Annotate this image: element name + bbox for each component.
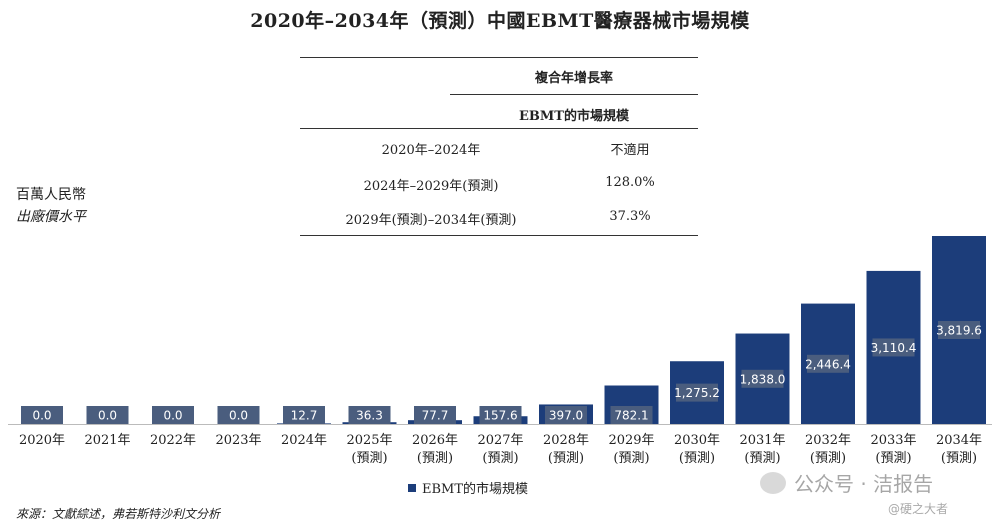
x-tick-label: 2032年 [805,433,851,448]
wechat-icon [760,471,786,494]
chart-title: 2020年–2034年（預測）中國EBMT醫療器械市場規模 [250,10,750,32]
data-label: 3,819.6 [936,324,982,338]
x-tick-label: 2021年 [84,433,130,448]
table-top-rule [300,57,698,58]
x-tick-sublabel: (預測) [417,451,453,466]
data-label: 782.1 [614,409,648,423]
watermark-handle: @硬之大者 [888,502,949,516]
x-tick-label: 2024年 [281,433,327,448]
table-bottom-rule [300,235,698,236]
x-tick-label: 2028年 [543,433,589,448]
table-row-period: 2024年–2029年(預測) [363,179,499,194]
watermark-text: 公众号 · 洁报告 [794,472,934,496]
data-label-box [741,369,784,388]
data-label: 0.0 [32,409,51,423]
cagr-subheader: EBMT的市場規模 [519,109,629,124]
data-label-box [86,406,129,424]
data-label: 36.3 [356,409,383,423]
table-row-value: 128.0% [605,175,655,190]
x-tick-sublabel: (預測) [548,451,584,466]
data-label-box [545,406,587,424]
x-tick-label: 2029年 [608,433,654,448]
x-tick-label: 2027年 [477,433,523,448]
x-tick-label: 2026年 [412,433,458,448]
table-row-value: 不適用 [610,143,650,158]
data-label: 77.7 [422,409,449,423]
x-tick-label: 2025年 [346,433,392,448]
unit-line-price-level: 出廠價水平 [16,209,86,225]
data-label-box [414,406,456,424]
x-tick-label: 2030年 [674,433,720,448]
data-label: 1,838.0 [740,372,786,386]
data-label-box [479,406,522,424]
x-tick-label: 2020年 [19,433,65,448]
data-label-box [283,406,325,424]
data-label-box [348,406,391,424]
data-label-box [872,338,915,357]
subheader-rule [300,128,698,129]
data-label-box [217,406,260,424]
data-label-box [807,354,849,373]
data-label-box [152,406,194,424]
source-note: 來源：文獻綜述，弗若斯特沙利文分析 [16,507,221,521]
x-tick-sublabel: (預測) [679,451,715,466]
y-unit-label: 百萬人民幣 出廠價水平 [16,184,86,228]
data-label: 2,446.4 [805,357,851,371]
x-tick-sublabel: (預測) [744,451,780,466]
x-tick-label: 2022年 [150,433,196,448]
cagr-header: 複合年增長率 [534,71,613,86]
data-label: 157.6 [483,409,517,423]
x-tick-sublabel: (預測) [875,451,911,466]
x-tick-sublabel: (預測) [613,451,649,466]
x-tick-label: 2023年 [215,433,261,448]
table-row-period: 2020年–2024年 [381,143,481,158]
x-tick-sublabel: (預測) [482,451,518,466]
data-label-box [676,383,718,402]
data-label: 0.0 [229,409,248,423]
data-label: 1,275.2 [674,386,720,400]
data-label: 397.0 [549,409,583,423]
data-label-box [610,406,653,424]
data-label-box [938,321,980,339]
watermark: 公众号 · 洁报告 [760,468,933,497]
data-label: 0.0 [163,409,182,423]
unit-line-currency: 百萬人民幣 [16,187,86,203]
x-tick-sublabel: (預測) [941,451,977,466]
legend-swatch [408,483,416,492]
x-tick-label: 2034年 [936,433,982,448]
header-rule [450,94,698,95]
x-tick-sublabel: (預測) [810,451,846,466]
x-tick-sublabel: (預測) [351,451,387,466]
data-label: 3,110.4 [871,341,917,355]
cagr-table: 複合年增長率 EBMT的市場規模 2020年–2024年 不適用 2024年–2… [300,57,698,237]
data-label: 12.7 [291,409,318,423]
table-row-period: 2029年(預測)–2034年(預測) [345,213,517,228]
data-label-box [21,406,63,424]
x-tick-label: 2031年 [739,433,785,448]
table-row-value: 37.3% [609,209,651,224]
legend: EBMT的市場規模 [408,478,528,497]
x-tick-label: 2033年 [870,433,916,448]
legend-label: EBMT的市場規模 [422,482,529,497]
data-label: 0.0 [98,409,117,423]
